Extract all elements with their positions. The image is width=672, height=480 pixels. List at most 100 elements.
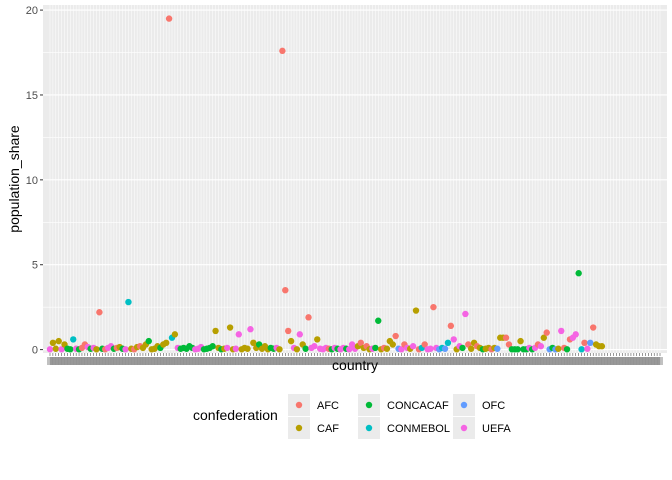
x-tick-label	[439, 357, 446, 365]
x-tick-label	[430, 357, 437, 365]
data-point-afc	[279, 47, 286, 55]
x-tick-label	[497, 357, 504, 365]
x-tick-label	[447, 357, 454, 365]
data-point-caf	[226, 324, 234, 331]
x-tick-label	[535, 357, 541, 365]
data-point-concacaf	[375, 317, 382, 324]
x-tick-label	[78, 357, 85, 365]
x-tick-label	[52, 357, 59, 365]
x-tick-label	[93, 357, 100, 365]
y-axis-ticks: 0 5 10 15 20	[26, 5, 43, 357]
data-point-ofc	[494, 345, 501, 352]
x-tick-label	[273, 357, 280, 365]
x-tick-label	[195, 357, 202, 365]
x-tick-label	[55, 357, 62, 365]
data-point-ofc	[587, 339, 594, 347]
x-tick-label	[215, 357, 222, 365]
x-tick-label	[564, 357, 571, 365]
data-point-caf	[171, 331, 179, 338]
data-point-uefa	[46, 346, 54, 353]
legend-key-point	[460, 401, 468, 409]
data-point-afc	[165, 15, 173, 22]
data-point-afc	[447, 322, 455, 330]
x-tick-label	[523, 357, 530, 365]
x-tick-label	[578, 357, 585, 365]
data-point-caf	[49, 339, 57, 347]
x-tick-label	[357, 357, 364, 365]
x-tick-label	[84, 357, 91, 365]
x-tick-label	[630, 357, 637, 365]
x-tick-label	[317, 357, 324, 365]
x-tick-label	[180, 357, 187, 365]
x-tick-label	[305, 357, 312, 365]
x-tick-label	[110, 357, 117, 365]
x-tick-label	[346, 357, 353, 365]
data-point-uefa	[311, 343, 318, 350]
x-tick-label	[505, 357, 512, 365]
x-tick-label	[221, 357, 228, 365]
data-point-uefa	[232, 345, 240, 352]
x-tick-label	[171, 357, 178, 365]
data-point-afc	[543, 329, 550, 336]
data-point-afc	[305, 314, 312, 321]
x-tick-label	[264, 357, 271, 365]
data-point-afc	[505, 341, 513, 348]
data-point-uefa	[427, 345, 434, 352]
x-tick-label	[404, 357, 411, 365]
data-point-caf	[598, 343, 606, 350]
data-point-concacaf	[209, 343, 216, 350]
x-tick-label	[125, 357, 132, 365]
x-tick-label	[209, 357, 216, 365]
x-tick-label	[386, 357, 393, 365]
x-tick-label	[590, 357, 597, 365]
x-tick-label	[247, 357, 254, 365]
x-tick-label	[322, 357, 329, 365]
x-tick-label	[654, 357, 661, 365]
x-tick-label	[491, 357, 498, 365]
x-tick-label	[389, 357, 396, 365]
x-tick-label	[549, 357, 556, 365]
data-point-conmebol	[125, 298, 132, 306]
x-tick-label	[325, 357, 332, 365]
x-tick-label	[340, 357, 347, 365]
x-tick-label	[648, 357, 655, 365]
x-tick-label	[151, 357, 158, 365]
x-tick-label	[102, 357, 109, 365]
x-tick-label	[288, 357, 295, 365]
legend-label: CONMEBOL	[387, 423, 450, 435]
x-tick-label	[224, 357, 231, 365]
x-tick-label	[366, 357, 373, 365]
data-point-afc	[430, 303, 437, 311]
x-tick-label	[462, 357, 469, 365]
x-tick-label	[128, 357, 135, 365]
data-point-uefa	[584, 345, 591, 352]
x-tick-label	[113, 357, 120, 365]
x-tick-label	[381, 357, 388, 365]
x-tick-label	[230, 357, 236, 365]
x-tick-label	[465, 357, 472, 365]
x-tick-label	[174, 357, 181, 365]
x-tick-label	[148, 357, 155, 365]
data-point-caf	[250, 339, 257, 347]
data-point-caf	[162, 339, 170, 347]
x-tick-label	[601, 357, 608, 365]
x-tick-label	[566, 357, 573, 365]
x-tick-label	[639, 357, 646, 365]
x-tick-label	[108, 357, 114, 365]
data-point-uefa	[537, 343, 545, 350]
legend-key-point	[295, 424, 303, 432]
x-tick-label	[436, 357, 443, 365]
x-tick-label	[503, 357, 510, 365]
x-tick-label	[76, 357, 83, 365]
x-tick-label	[596, 357, 602, 365]
x-tick-label	[627, 357, 634, 365]
x-tick-label	[183, 357, 190, 365]
x-tick-label	[291, 357, 297, 365]
data-point-caf	[55, 337, 62, 345]
x-tick-label	[253, 357, 260, 365]
data-point-concacaf	[372, 344, 379, 352]
x-tick-label	[546, 357, 553, 365]
data-point-caf	[52, 345, 60, 352]
x-tick-label	[642, 357, 649, 365]
x-tick-label	[96, 357, 103, 365]
